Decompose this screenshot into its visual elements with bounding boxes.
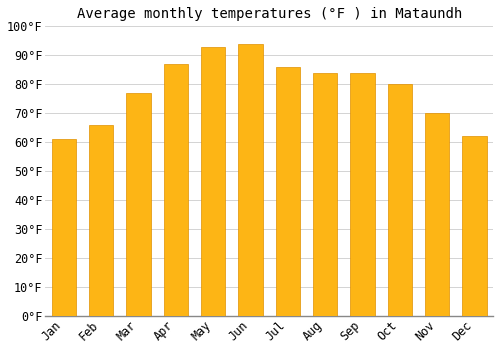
Bar xyxy=(52,139,76,316)
Bar xyxy=(462,136,486,316)
Bar xyxy=(126,93,150,316)
Bar xyxy=(388,84,412,316)
Bar xyxy=(201,47,226,316)
Bar xyxy=(164,64,188,316)
Bar xyxy=(425,113,449,316)
Bar xyxy=(276,67,300,316)
Bar xyxy=(313,73,338,316)
Bar xyxy=(238,44,262,316)
Bar xyxy=(350,73,374,316)
Bar xyxy=(89,125,114,316)
Title: Average monthly temperatures (°F ) in Mataundh: Average monthly temperatures (°F ) in Ma… xyxy=(76,7,462,21)
